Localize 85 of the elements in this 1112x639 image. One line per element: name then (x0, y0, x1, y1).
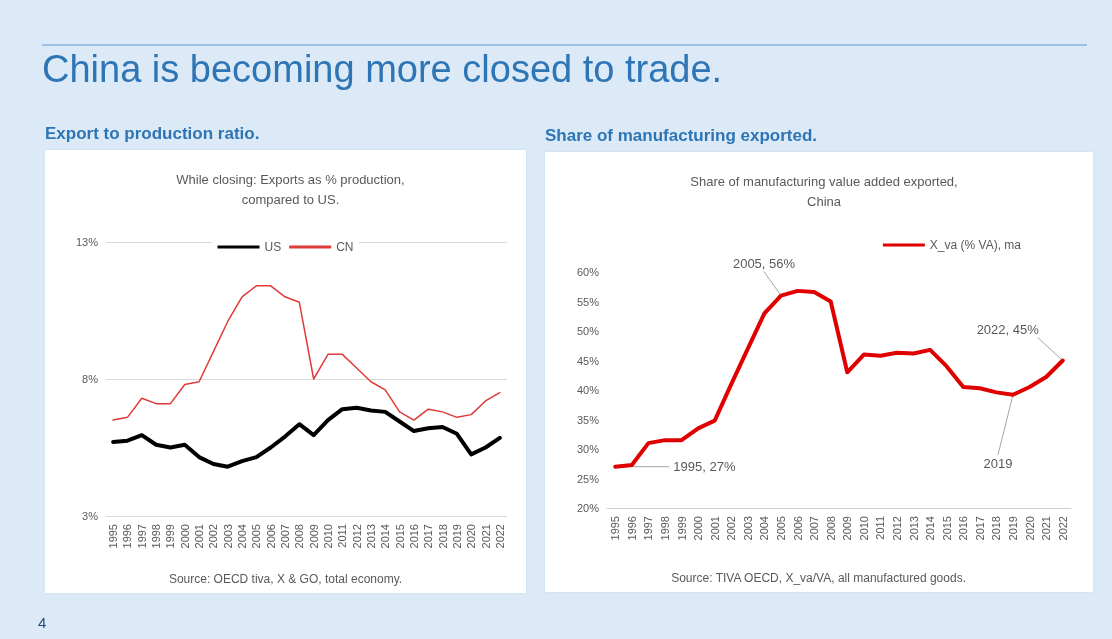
x-tick-label: 1997 (135, 524, 148, 549)
x-tick-label: 2017 (422, 524, 435, 549)
x-tick-label: 2022 (1056, 516, 1069, 541)
y-tick-label: 45% (576, 354, 600, 367)
x-tick-label: 2005 (250, 524, 263, 549)
x-tick-label: 1996 (625, 516, 638, 541)
x-tick-label: 2015 (940, 516, 953, 541)
x-tick-label: 2018 (990, 516, 1003, 541)
x-tick-label: 2019 (450, 524, 463, 549)
x-tick-label: 1998 (659, 516, 671, 541)
annotation: 2019 (983, 455, 1013, 471)
line-series (111, 405, 502, 469)
x-tick-label: 2001 (193, 524, 206, 549)
x-tick-label: 2013 (364, 524, 377, 549)
y-tick-label: 50% (576, 325, 600, 337)
x-tick-label: 2008 (293, 524, 306, 549)
x-tick-label: 1999 (164, 524, 177, 549)
x-tick-label: 2002 (725, 516, 738, 541)
x-tick-label: 2014 (379, 524, 392, 549)
text: 4 (38, 614, 47, 631)
x-tick-label: 2003 (221, 524, 234, 549)
x-tick-label: 2021 (1040, 516, 1053, 541)
y-tick-label: 8% (82, 373, 99, 385)
x-tick-label: 2017 (973, 516, 986, 541)
x-tick-label: 2018 (436, 524, 449, 549)
x-tick-label: 2010 (321, 524, 334, 549)
x-tick-label: 1998 (150, 524, 163, 549)
x-tick-label: 2022 (493, 524, 506, 549)
source-note: Source: OECD tiva, X & GO, total economy. (168, 572, 403, 586)
y-tick-label: 25% (576, 472, 600, 485)
x-tick-label: 2011 (336, 524, 349, 548)
annotation: 2022, 45% (976, 321, 1040, 337)
chart-title: Share of manufacturing exported. (545, 126, 819, 147)
text: China is becoming more closed to trade. (42, 48, 723, 91)
x-tick-label: 2010 (857, 516, 870, 541)
x-tick-label: 2015 (393, 524, 406, 549)
x-tick-label: 2020 (1023, 516, 1036, 541)
chart-subtitle: Share of manufacturing value added exported, China (690, 173, 958, 209)
chart-subtitle: While closing: Exports as % production, compared to US. (176, 171, 405, 207)
x-tick-label: 2001 (708, 516, 721, 541)
x-tick-label: 1995 (107, 524, 120, 549)
y-tick-label: 30% (576, 443, 600, 455)
x-tick-label: 2002 (207, 524, 220, 549)
legend-label: US (264, 240, 282, 254)
chart-title: Export to production ratio. (45, 124, 261, 145)
x-tick-label: 2016 (407, 524, 420, 549)
x-tick-label: 2012 (350, 524, 363, 549)
x-tick-label: 2009 (307, 524, 320, 549)
annotation: 1995, 27% (673, 459, 736, 475)
x-tick-label: 2008 (824, 516, 837, 541)
x-tick-label: 2006 (791, 516, 804, 541)
x-tick-label: 1995 (609, 516, 622, 541)
y-tick-label: 60% (576, 266, 600, 278)
x-tick-label: 2007 (808, 516, 821, 541)
x-tick-label: 2019 (1007, 516, 1019, 541)
x-tick-label: 2000 (178, 524, 191, 549)
x-tick-label: 2003 (741, 516, 754, 541)
x-tick-label: 2004 (236, 524, 249, 549)
y-tick-label: 35% (576, 413, 600, 426)
x-tick-label: 2013 (907, 516, 920, 541)
x-tick-label: 2021 (479, 524, 492, 549)
annotation: 2005, 56% (732, 255, 796, 271)
x-tick-label: 2020 (465, 524, 478, 549)
x-tick-label: 2005 (775, 516, 787, 541)
y-tick-label: 3% (82, 510, 99, 522)
line-series (112, 285, 501, 421)
x-tick-label: 2009 (841, 516, 854, 541)
x-tick-label: 2006 (264, 524, 277, 549)
x-tick-label: 2016 (957, 516, 970, 541)
x-tick-label: 2014 (924, 516, 937, 541)
x-tick-label: 2004 (758, 516, 771, 541)
x-tick-label: 2011 (874, 516, 887, 540)
source-note: Source: TIVA OECD, X_va/VA, all manufactured goods. (671, 571, 966, 585)
x-tick-label: 1996 (121, 524, 134, 549)
legend-label: X_va (% VA), ma (929, 238, 1022, 252)
legend-label: CN (336, 240, 354, 254)
x-tick-label: 1997 (642, 516, 655, 541)
y-tick-label: 40% (576, 384, 600, 396)
y-tick-label: 20% (576, 502, 600, 514)
y-tick-label: 55% (576, 295, 600, 308)
x-tick-label: 1999 (675, 516, 688, 541)
x-tick-label: 2007 (279, 524, 292, 549)
y-tick-label: 13% (75, 236, 99, 248)
x-tick-label: 2000 (692, 516, 705, 541)
x-tick-label: 2012 (891, 516, 903, 541)
